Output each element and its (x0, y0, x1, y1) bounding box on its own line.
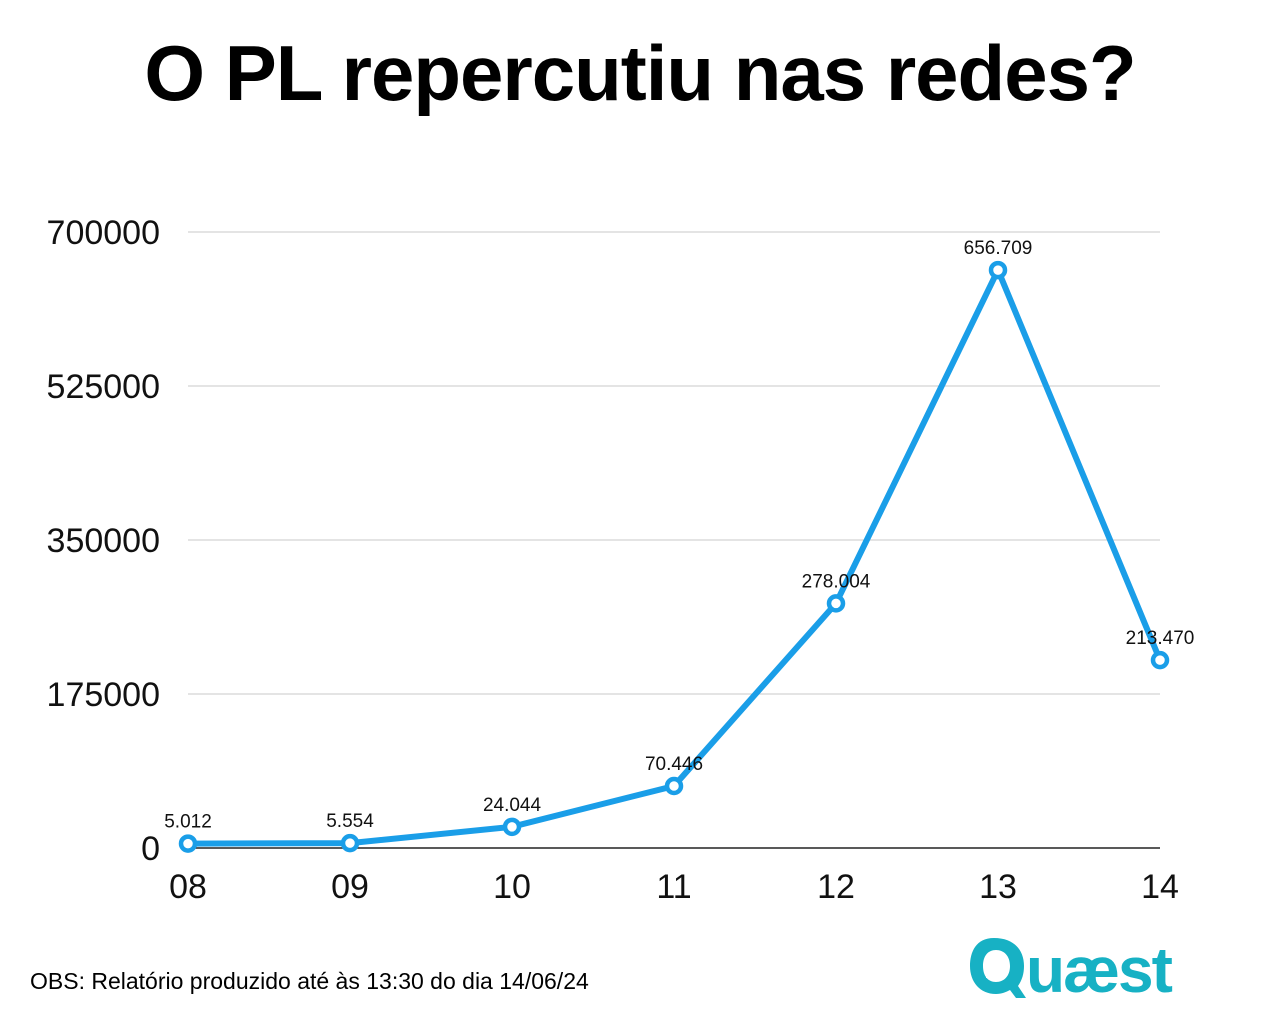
data-points (178, 260, 1170, 853)
data-label: 278.004 (802, 571, 871, 592)
y-tick-label: 350000 (47, 522, 160, 560)
data-point (1150, 650, 1170, 670)
chart-title: O PL repercutiu nas redes? (144, 29, 1136, 117)
x-tick-label: 13 (979, 868, 1017, 906)
x-tick-label: 11 (656, 868, 691, 906)
y-axis-ticks: 0 175000 350000 525000 700000 (47, 214, 160, 868)
data-label: 213.470 (1126, 628, 1195, 649)
x-tick-label: 12 (817, 868, 855, 906)
data-label: 5.012 (164, 812, 212, 833)
data-label: 5.554 (326, 811, 374, 832)
line-chart: 0 175000 350000 525000 700000 08 09 10 11 12 13 14… (47, 214, 1195, 906)
data-point (502, 817, 522, 837)
y-tick-label: 525000 (47, 368, 160, 406)
data-point (340, 833, 360, 853)
x-tick-label: 14 (1141, 868, 1179, 906)
data-point (664, 776, 684, 796)
y-tick-label: 0 (141, 830, 160, 868)
x-tick-label: 10 (493, 868, 531, 906)
footnote: OBS: Relatório produzido até às 13:30 do… (30, 968, 589, 994)
data-label: 70.446 (645, 754, 703, 775)
x-tick-label: 09 (331, 868, 369, 906)
quaest-logo: uæst (970, 934, 1175, 1004)
data-point (826, 594, 846, 613)
x-axis-ticks: 08 09 10 11 12 13 14 (169, 868, 1179, 906)
data-point (988, 260, 1008, 280)
data-label: 656.709 (964, 238, 1033, 259)
data-labels: 5.012 5.554 24.044 70.446 278.004 656.709 213.… (164, 238, 1194, 832)
y-tick-label: 175000 (47, 676, 160, 714)
y-tick-label: 700000 (47, 214, 160, 252)
data-label: 24.044 (483, 795, 542, 816)
data-point (178, 834, 198, 853)
svg-text:uæst: uæst (1026, 934, 1173, 1004)
x-tick-label: 08 (169, 868, 207, 906)
